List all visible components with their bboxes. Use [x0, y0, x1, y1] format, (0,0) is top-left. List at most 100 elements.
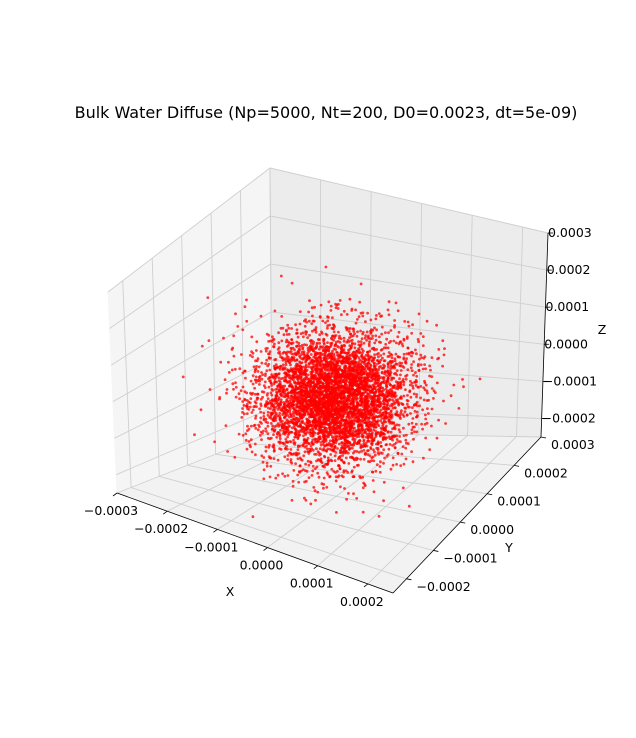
scatter-point [326, 447, 330, 451]
scatter-point [283, 416, 286, 420]
scatter-point [281, 367, 285, 371]
scatter-point [282, 333, 286, 337]
scatter-point [363, 403, 367, 407]
scatter-point [325, 443, 329, 446]
scatter-point [306, 336, 309, 339]
scatter-point [386, 308, 390, 312]
scatter-point [331, 372, 335, 376]
scatter-point [324, 434, 327, 437]
scatter-point [292, 469, 296, 472]
scatter-point [336, 378, 340, 382]
scatter-point [395, 423, 399, 427]
scatter-point [321, 345, 324, 349]
scatter-point [383, 436, 387, 440]
scatter-point [381, 377, 385, 380]
scatter-point [432, 389, 436, 393]
scatter-point [316, 359, 319, 363]
scatter-point [393, 372, 396, 376]
scatter-point [259, 402, 263, 406]
scatter-point [302, 378, 305, 381]
scatter-point [306, 382, 310, 385]
scatter-point [388, 398, 392, 402]
scatter-point [272, 433, 275, 436]
scatter-point [358, 367, 362, 371]
scatter-point [333, 417, 337, 421]
scatter-point [291, 373, 295, 376]
scatter-point [325, 485, 329, 489]
scatter-point [256, 428, 260, 432]
scatter-point [290, 338, 294, 341]
scatter-point [336, 370, 340, 374]
scatter-point [328, 475, 332, 478]
scatter-point [387, 447, 391, 451]
scatter-point [403, 320, 407, 323]
scatter-point [331, 334, 335, 338]
scatter-point [378, 410, 382, 414]
y-tick-label-0: −0.0002 [417, 579, 471, 594]
scatter-point [352, 451, 355, 455]
scatter-point [306, 351, 310, 355]
scatter-point [322, 440, 326, 444]
scatter-point [279, 393, 283, 396]
scatter-point [287, 341, 291, 345]
grid-line-y-0 [122, 280, 407, 580]
scatter-point [348, 365, 352, 368]
scatter-point [327, 356, 331, 360]
scatter-point [391, 366, 395, 369]
scatter-point [308, 347, 312, 351]
scatter-point [414, 348, 417, 352]
scatter-point [399, 411, 403, 415]
scatter-point [302, 431, 306, 434]
scatter-point [326, 373, 330, 376]
scatter-point [299, 369, 302, 373]
scatter-point [262, 456, 266, 459]
scatter-point [288, 379, 292, 383]
scatter-point [317, 475, 321, 479]
scatter-point [346, 398, 349, 401]
scatter-point [233, 455, 237, 459]
scatter-point [284, 447, 287, 450]
scatter-point [306, 459, 310, 463]
scatter-point [369, 332, 373, 335]
scatter-point [296, 444, 300, 448]
scatter-point [330, 410, 334, 413]
scatter-point [315, 459, 318, 463]
scatter-point [367, 344, 371, 348]
scatter-point [322, 342, 326, 346]
scatter-point [243, 397, 247, 401]
scatter-point [326, 319, 330, 323]
scatter-point [385, 443, 388, 446]
scatter-point [329, 309, 333, 312]
scatter-point [369, 406, 373, 410]
scatter-point [360, 393, 363, 397]
scatter-point [366, 311, 369, 315]
scatter-point [289, 448, 293, 451]
scatter-point [362, 378, 366, 381]
scatter-point [384, 416, 388, 420]
scatter-point [348, 369, 352, 372]
axes-3d: −0.0003−0.0002−0.00010.00000.00010.0002−… [84, 166, 597, 609]
scatter-point [372, 412, 376, 416]
scatter-point [309, 414, 313, 418]
scatter-point [300, 366, 303, 370]
scatter-point [366, 428, 370, 431]
scatter-point [344, 378, 348, 382]
scatter-point [331, 349, 334, 353]
scatter-point [397, 428, 401, 432]
scatter-point [323, 364, 327, 367]
scatter-point [383, 401, 386, 405]
scatter-point [362, 442, 366, 446]
scatter-point [313, 328, 316, 332]
scatter-point [270, 384, 273, 387]
scatter-point [291, 403, 295, 406]
x-tick-label-0: −0.0003 [84, 503, 138, 518]
scatter-point [321, 348, 325, 352]
scatter-point [428, 374, 431, 378]
scatter-point [270, 412, 274, 415]
scatter-point [276, 402, 279, 405]
scatter-point [358, 345, 362, 349]
scatter-point [336, 425, 339, 429]
scatter-point [373, 348, 376, 352]
scatter-point [309, 353, 313, 356]
scatter-point [304, 318, 307, 321]
